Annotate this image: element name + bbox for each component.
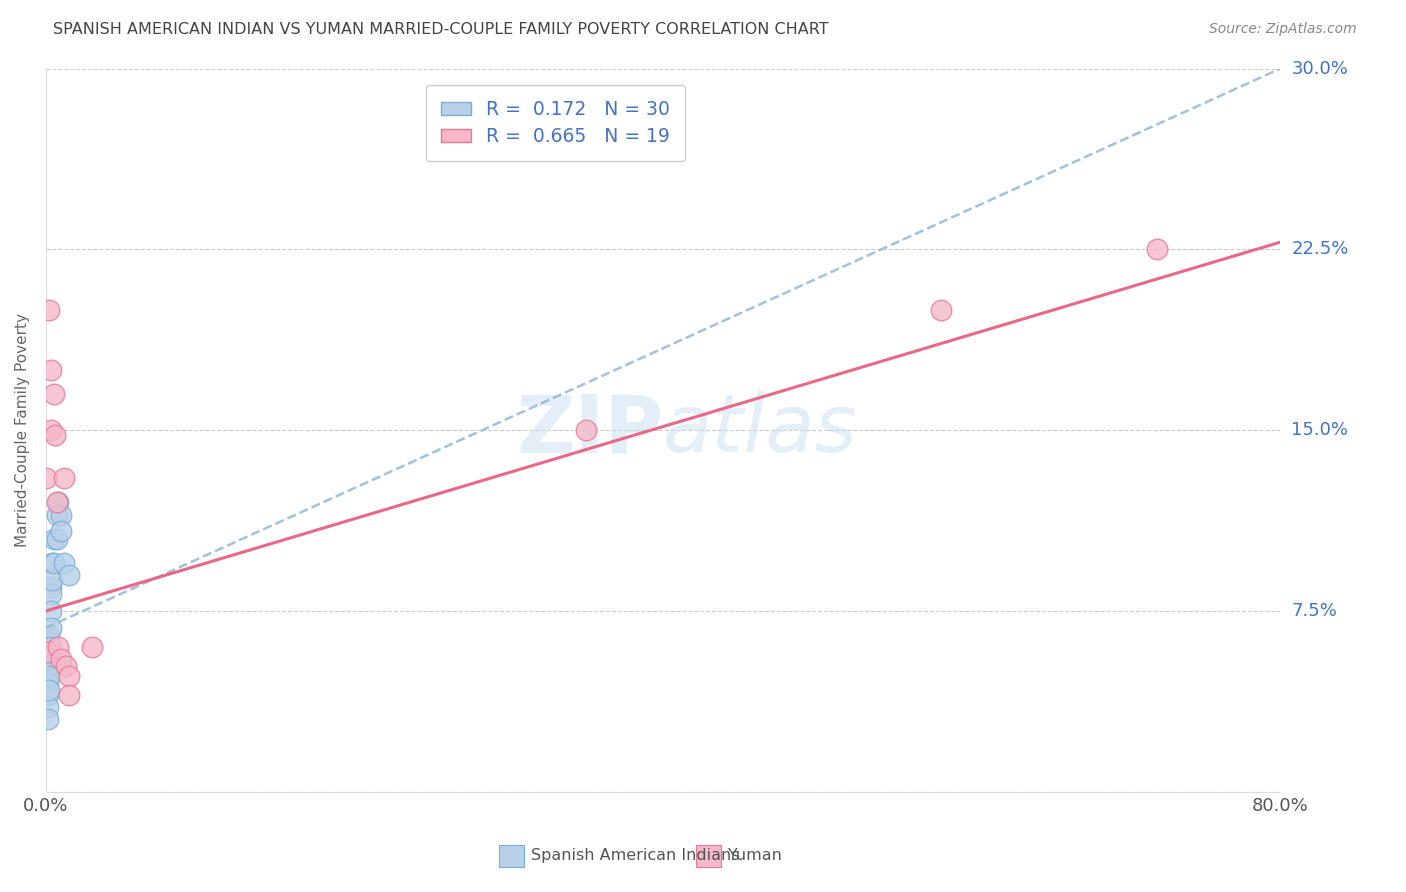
Point xyxy=(58,688,80,702)
Point xyxy=(55,659,77,673)
Point xyxy=(38,683,60,698)
Point xyxy=(1146,243,1168,257)
Text: 30.0%: 30.0% xyxy=(1292,60,1348,78)
Point xyxy=(38,628,60,642)
Point xyxy=(82,640,104,654)
Point xyxy=(38,302,60,317)
Point xyxy=(37,676,59,690)
Point xyxy=(45,495,67,509)
Point xyxy=(38,652,60,666)
Point xyxy=(45,532,67,546)
Point xyxy=(39,640,62,654)
Point xyxy=(37,712,59,726)
Point xyxy=(39,423,62,437)
Point xyxy=(58,567,80,582)
Point xyxy=(929,302,952,317)
Text: 15.0%: 15.0% xyxy=(1292,421,1348,439)
Point xyxy=(46,640,69,654)
Point xyxy=(38,669,60,683)
Point xyxy=(42,556,65,570)
Point xyxy=(35,640,58,654)
Text: Spanish American Indians: Spanish American Indians xyxy=(531,848,740,863)
Point xyxy=(51,652,73,666)
Text: 22.5%: 22.5% xyxy=(1292,240,1348,259)
Point xyxy=(38,635,60,649)
Legend: R =  0.172   N = 30, R =  0.665   N = 19: R = 0.172 N = 30, R = 0.665 N = 19 xyxy=(426,86,685,161)
Point xyxy=(45,508,67,522)
Text: atlas: atlas xyxy=(664,392,858,469)
Point xyxy=(37,688,59,702)
Point xyxy=(37,645,59,659)
Point xyxy=(42,532,65,546)
Point xyxy=(35,471,58,485)
Point xyxy=(41,573,63,587)
Text: Yuman: Yuman xyxy=(728,848,782,863)
Point xyxy=(51,508,73,522)
Point xyxy=(37,700,59,714)
Point xyxy=(39,587,62,601)
Text: ZIP: ZIP xyxy=(516,392,664,469)
Point xyxy=(41,556,63,570)
Point xyxy=(38,645,60,659)
Point xyxy=(39,580,62,594)
Point xyxy=(58,669,80,683)
Text: 7.5%: 7.5% xyxy=(1292,602,1337,620)
Point xyxy=(44,428,66,442)
Point xyxy=(35,652,58,666)
Point xyxy=(39,604,62,618)
Point xyxy=(37,664,59,678)
Point xyxy=(39,363,62,377)
Point xyxy=(39,621,62,635)
Point xyxy=(51,524,73,539)
Point xyxy=(46,495,69,509)
Point xyxy=(37,659,59,673)
Text: Source: ZipAtlas.com: Source: ZipAtlas.com xyxy=(1209,22,1357,37)
Text: SPANISH AMERICAN INDIAN VS YUMAN MARRIED-COUPLE FAMILY POVERTY CORRELATION CHART: SPANISH AMERICAN INDIAN VS YUMAN MARRIED… xyxy=(53,22,830,37)
Point xyxy=(53,471,76,485)
Point xyxy=(575,423,598,437)
Point xyxy=(42,387,65,401)
Y-axis label: Married-Couple Family Poverty: Married-Couple Family Poverty xyxy=(15,313,30,547)
Point xyxy=(53,556,76,570)
